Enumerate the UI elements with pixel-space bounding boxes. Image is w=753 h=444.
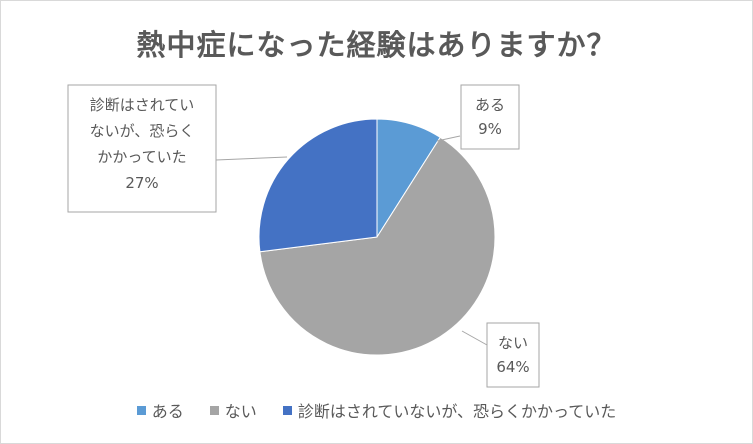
legend-label-nai: ない	[224, 402, 257, 421]
legend-item-probably[interactable]: 診断はされていないが、恐らくかかっていた	[282, 398, 617, 422]
data-label-nai-line: ない	[498, 334, 528, 352]
data-label-nai-percent: 64%	[496, 358, 529, 376]
data-label-aru-box	[460, 84, 520, 150]
data-label-nai-box	[486, 322, 540, 388]
slice-nai[interactable]	[259, 136, 496, 356]
legend-swatch-probably	[282, 405, 292, 415]
legend-label-aru: ある	[151, 402, 184, 421]
legend-item-nai[interactable]: ない	[209, 398, 257, 422]
legend: ある ない 診断はされていないが、恐らくかかっていた	[0, 398, 753, 422]
data-label-probably-line: ないが、恐らく	[90, 122, 195, 140]
leader-line-nai	[461, 330, 488, 346]
slice-probably[interactable]	[258, 118, 378, 253]
legend-swatch-aru	[136, 405, 146, 415]
legend-label-probably: 診断はされていないが、恐らくかかっていた	[297, 402, 617, 421]
data-label-probably-box	[67, 84, 217, 213]
data-label-probably-line: かかっていた	[97, 148, 186, 166]
data-label-probably-percent: 27%	[125, 174, 158, 192]
data-label-aru-percent: 9%	[478, 120, 502, 138]
chart-title: 熱中症になった経験はありますか？	[136, 28, 617, 62]
data-label-probably-line: 診断はされてい	[90, 96, 195, 114]
leader-line-probably	[215, 156, 288, 161]
data-label-aru-line: ある	[475, 96, 505, 114]
legend-item-aru[interactable]: ある	[136, 398, 184, 422]
legend-swatch-nai	[209, 405, 219, 415]
leader-line-aru	[436, 135, 461, 142]
